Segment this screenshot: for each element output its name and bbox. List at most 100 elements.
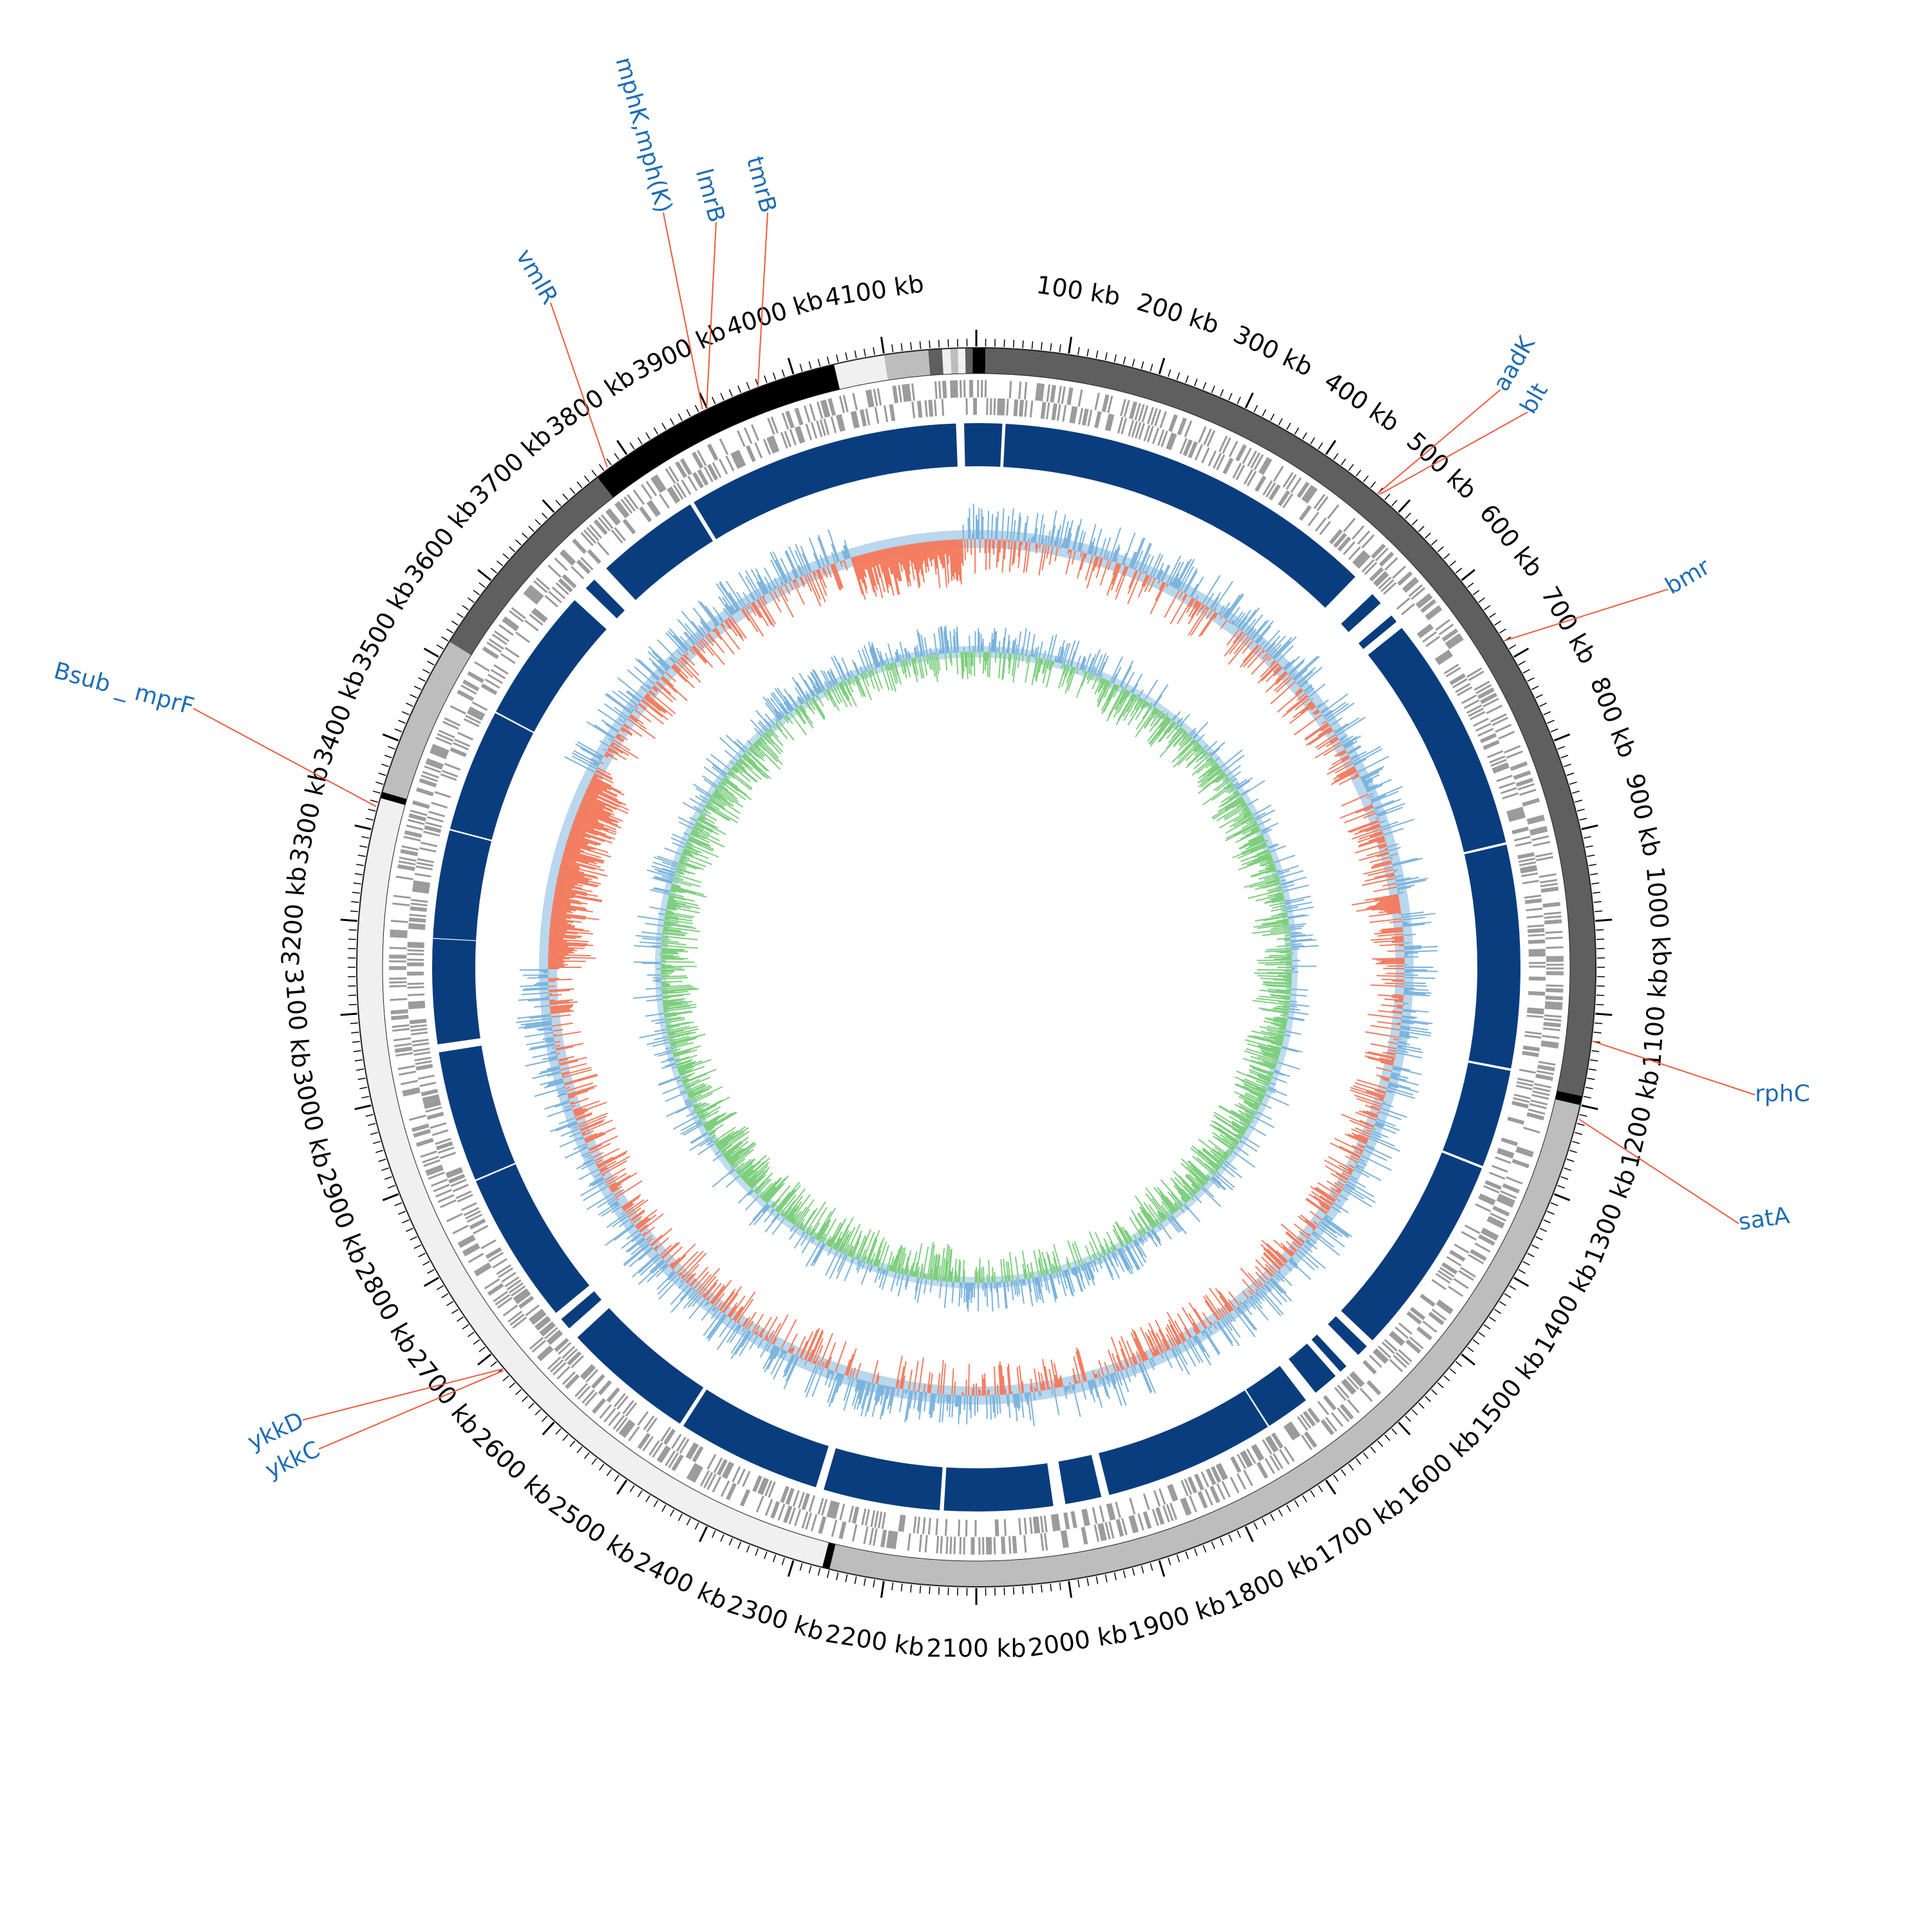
gc-content-bar (1144, 1352, 1149, 1360)
gc-content-bar (548, 943, 585, 947)
cds-feature (1050, 384, 1054, 402)
cds-feature (1104, 413, 1111, 431)
minor-tick (348, 938, 357, 940)
minor-tick (1593, 1032, 1602, 1034)
gc-skew-bar (1160, 1194, 1176, 1213)
minor-tick (1113, 354, 1117, 363)
gc-content-bar (548, 947, 574, 950)
gc-skew-bar (1213, 778, 1230, 791)
cds-feature (403, 835, 421, 842)
minor-tick (1333, 1474, 1339, 1482)
gc-content-bar (752, 1313, 764, 1333)
gc-skew-bar (1254, 1103, 1260, 1107)
gc-content-bar (719, 1318, 733, 1338)
gc-skew-bar (991, 639, 994, 652)
gc-content-bar (1396, 876, 1419, 883)
gc-content-bar (1053, 1388, 1060, 1416)
gc-skew-bar (1092, 1253, 1096, 1260)
gc-content-bar (1397, 1007, 1403, 1009)
gc-content-bar (760, 1334, 763, 1338)
gc-skew-bar (1236, 801, 1246, 808)
gc-content-bar (1233, 636, 1249, 655)
gc-skew-bar (1090, 649, 1101, 674)
gc-content-bar (524, 1032, 553, 1037)
minor-tick (490, 1361, 497, 1367)
gc-content-bar (562, 856, 601, 868)
gc-skew-bar (1235, 1133, 1242, 1139)
cds-feature (1373, 571, 1387, 585)
cds-feature (1389, 1359, 1403, 1372)
minor-tick (490, 567, 497, 574)
gc-content-bar (1118, 1340, 1130, 1368)
gc-content-bar (931, 1393, 935, 1417)
cds-feature (706, 1473, 717, 1490)
gc-content-bar (706, 1313, 725, 1340)
gc-content-bar (1354, 773, 1359, 776)
cds-feature (986, 398, 989, 415)
cds-feature (435, 1137, 451, 1145)
gc-content-bar (1120, 1336, 1133, 1367)
gc-content-bar (601, 1173, 605, 1177)
cds-feature (1095, 412, 1102, 429)
cds-feature (425, 1106, 442, 1113)
gc-content-bar (759, 1316, 772, 1338)
gc-content-bar (853, 556, 861, 580)
cds-feature (434, 791, 451, 799)
gc-content-bar (627, 1238, 645, 1253)
contig-segment (942, 348, 952, 375)
gc-skew-bar (1282, 1023, 1287, 1025)
cds-feature (1143, 424, 1151, 442)
gc-content-bar (741, 1331, 752, 1348)
gc-content-bar (584, 1153, 592, 1158)
gc-content-bar (1345, 1133, 1367, 1145)
gc-content-bar (681, 656, 699, 676)
gc-skew-bar (1129, 1217, 1142, 1237)
minor-tick (1449, 560, 1457, 567)
gc-skew-bar (1251, 868, 1276, 878)
gc-skew-bar (1070, 1268, 1074, 1275)
cds-feature (508, 1282, 524, 1294)
cds-feature (1511, 1102, 1529, 1109)
gc-content-bar (1210, 597, 1220, 610)
cds-feature (538, 1347, 553, 1360)
cds-feature (613, 1393, 626, 1408)
cds-feature (1305, 1431, 1318, 1447)
gc-skew-bar (1069, 650, 1076, 667)
gc-content-bar (621, 1233, 641, 1249)
gc-content-bar (923, 1392, 927, 1412)
gc-skew-bar (1257, 975, 1292, 978)
cds-feature (1434, 649, 1450, 661)
gc-skew-bar (1063, 665, 1068, 676)
cds-feature (395, 1052, 413, 1057)
gc-skew-bar (1273, 1036, 1284, 1040)
gc-content-bar (560, 866, 584, 874)
gc-content-bar (1218, 1291, 1234, 1311)
gc-content-bar (934, 540, 941, 589)
blast-gap (1441, 1150, 1484, 1169)
cds-feature (839, 1503, 846, 1520)
gc-content-bar (959, 539, 962, 585)
gc-content-bar (1255, 620, 1274, 643)
gc-content-bar (1365, 1144, 1375, 1150)
gc-content-bar (564, 849, 605, 862)
gc-skew-bar (1191, 1183, 1200, 1191)
gc-content-bar (1358, 838, 1385, 848)
gc-skew-bar (1222, 793, 1241, 807)
gc-skew-bar (1133, 1234, 1137, 1240)
gc-skew-bar (1233, 815, 1254, 828)
gc-content-bar (1097, 1370, 1101, 1378)
gc-content-bar (1225, 594, 1244, 620)
gc-content-bar (999, 540, 1001, 553)
gc-skew-bar (1263, 1020, 1287, 1027)
gc-content-bar (1079, 531, 1086, 553)
gc-content-bar (1359, 823, 1381, 832)
major-tick (616, 1479, 628, 1495)
cds-feature (898, 384, 902, 402)
gc-content-bar (635, 658, 659, 681)
gc-content-bar (1202, 574, 1221, 604)
gc-content-bar (1365, 1055, 1394, 1063)
gc-content-bar (1325, 1214, 1333, 1220)
gc-skew-bar (1269, 859, 1274, 862)
cds-feature (424, 765, 441, 773)
gc-content-bar (1222, 1317, 1233, 1332)
